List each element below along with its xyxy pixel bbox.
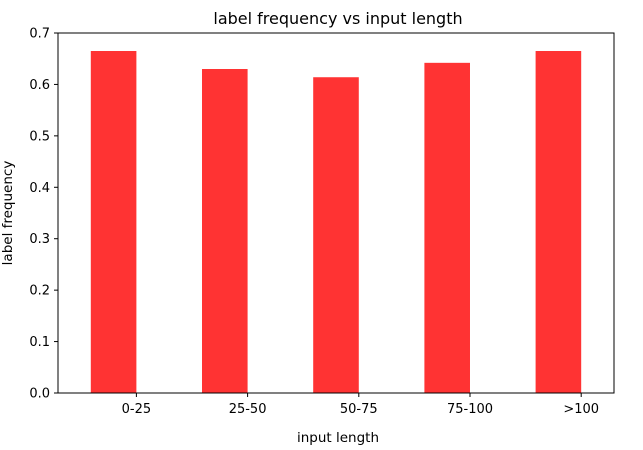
bar-0 <box>90 51 137 393</box>
plot-area: 0.0 0.1 0.2 0.3 0.4 0.5 0.6 0.7 0-25 25-50 50-75 75… <box>29 27 615 417</box>
y-tick-label-3: 0.3 <box>29 232 50 247</box>
bar-4 <box>535 51 582 393</box>
plot-frame <box>57 32 615 394</box>
y-tick-label-7: 0.7 <box>29 27 50 42</box>
x-tick-label-1: 25-50 <box>229 402 267 417</box>
y-tick-label-6: 0.6 <box>29 78 50 93</box>
y-tick-label-1: 0.1 <box>29 335 50 350</box>
chart-title: label frequency vs input length <box>213 9 462 28</box>
y-tick-label-2: 0.2 <box>29 284 50 299</box>
y-tick-label-5: 0.5 <box>29 129 50 144</box>
x-axis-label: input length <box>297 430 379 446</box>
y-axis-label: label frequency <box>0 161 16 266</box>
y-tick-label-0: 0.0 <box>29 387 50 402</box>
x-tick-label-2: 50-75 <box>340 402 378 417</box>
x-tick-label-3: 75-100 <box>447 402 493 417</box>
bar-3 <box>424 62 470 393</box>
bar-1 <box>202 69 248 393</box>
y-tick-label-4: 0.4 <box>29 181 50 196</box>
bar-2 <box>313 77 359 393</box>
x-tick-label-0: 0-25 <box>122 402 152 417</box>
x-tick-label-4: >100 <box>563 402 599 417</box>
